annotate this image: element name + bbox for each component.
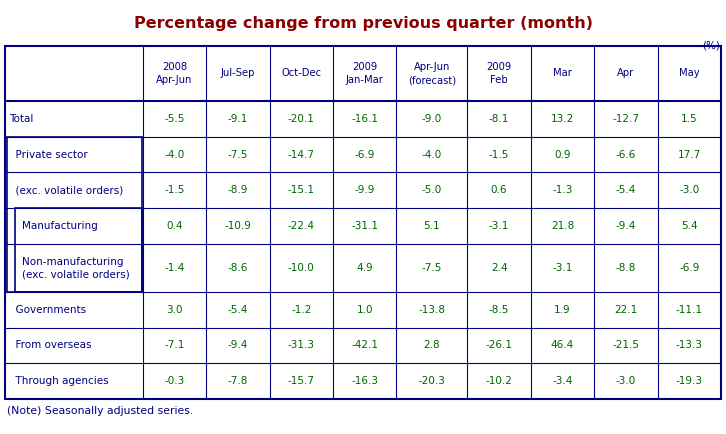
Text: -12.7: -12.7: [613, 114, 640, 124]
Text: -5.5: -5.5: [164, 114, 184, 124]
Text: -4.0: -4.0: [422, 150, 442, 160]
Text: 5.1: 5.1: [423, 221, 440, 231]
Text: 2008
Apr-Jun: 2008 Apr-Jun: [156, 62, 192, 85]
Text: -6.6: -6.6: [616, 150, 636, 160]
Text: Through agencies: Through agencies: [9, 376, 109, 386]
Text: -15.7: -15.7: [287, 376, 315, 386]
Text: -22.4: -22.4: [287, 221, 315, 231]
Text: Total: Total: [9, 114, 33, 124]
Text: -8.8: -8.8: [616, 263, 636, 273]
Text: 0.4: 0.4: [166, 221, 183, 231]
Text: -8.1: -8.1: [489, 114, 510, 124]
Text: -5.4: -5.4: [616, 185, 636, 195]
Text: 0.6: 0.6: [491, 185, 507, 195]
Text: 2.8: 2.8: [423, 340, 440, 351]
Text: 13.2: 13.2: [551, 114, 574, 124]
Text: 17.7: 17.7: [677, 150, 701, 160]
Text: -8.9: -8.9: [228, 185, 248, 195]
Text: -20.3: -20.3: [418, 376, 445, 386]
Text: 0.9: 0.9: [554, 150, 571, 160]
Text: -16.1: -16.1: [351, 114, 378, 124]
Text: (%): (%): [702, 41, 720, 51]
Text: -7.1: -7.1: [164, 340, 184, 351]
Text: -42.1: -42.1: [351, 340, 378, 351]
Text: -10.9: -10.9: [224, 221, 251, 231]
Text: -1.2: -1.2: [291, 305, 311, 315]
Text: From overseas: From overseas: [9, 340, 91, 351]
Text: Private sector: Private sector: [9, 150, 88, 160]
Text: -14.7: -14.7: [287, 150, 315, 160]
Text: Governments: Governments: [9, 305, 86, 315]
Text: -5.0: -5.0: [422, 185, 442, 195]
Text: Mar: Mar: [553, 69, 572, 79]
Text: -10.2: -10.2: [486, 376, 513, 386]
Text: 2009
Jan-Mar: 2009 Jan-Mar: [346, 62, 383, 85]
Text: 46.4: 46.4: [551, 340, 574, 351]
Text: -7.8: -7.8: [228, 376, 248, 386]
Text: -9.4: -9.4: [616, 221, 636, 231]
Text: -31.1: -31.1: [351, 221, 378, 231]
Text: -8.6: -8.6: [228, 263, 248, 273]
Text: -31.3: -31.3: [287, 340, 315, 351]
Text: 1.9: 1.9: [554, 305, 571, 315]
Text: -19.3: -19.3: [676, 376, 703, 386]
Text: -3.0: -3.0: [680, 185, 699, 195]
Text: -1.3: -1.3: [552, 185, 573, 195]
Text: -1.4: -1.4: [164, 263, 184, 273]
Text: 1.0: 1.0: [356, 305, 373, 315]
Text: -10.0: -10.0: [288, 263, 314, 273]
Text: 3.0: 3.0: [166, 305, 183, 315]
Text: -16.3: -16.3: [351, 376, 378, 386]
Text: 21.8: 21.8: [551, 221, 574, 231]
Text: -6.9: -6.9: [354, 150, 375, 160]
Text: -11.1: -11.1: [676, 305, 703, 315]
Text: 4.9: 4.9: [356, 263, 373, 273]
Text: May: May: [679, 69, 700, 79]
Text: -6.9: -6.9: [679, 263, 699, 273]
Text: -0.3: -0.3: [164, 376, 184, 386]
Text: -26.1: -26.1: [486, 340, 513, 351]
Text: -9.9: -9.9: [354, 185, 375, 195]
Text: Non-manufacturing
    (exc. volatile orders): Non-manufacturing (exc. volatile orders): [9, 256, 130, 279]
Bar: [5, 46, 721, 399]
Text: -3.1: -3.1: [489, 221, 510, 231]
Text: -9.0: -9.0: [422, 114, 442, 124]
Text: -9.4: -9.4: [228, 340, 248, 351]
Text: -15.1: -15.1: [287, 185, 315, 195]
Text: (Note) Seasonally adjusted series.: (Note) Seasonally adjusted series.: [7, 406, 193, 416]
Text: -9.1: -9.1: [228, 114, 248, 124]
Bar: [15, 208, 142, 292]
Text: Jul-Sep: Jul-Sep: [221, 69, 255, 79]
Bar: [7, 137, 142, 292]
Text: -3.1: -3.1: [552, 263, 573, 273]
Text: -13.3: -13.3: [676, 340, 703, 351]
Text: 22.1: 22.1: [614, 305, 637, 315]
Text: 2.4: 2.4: [491, 263, 507, 273]
Text: -7.5: -7.5: [228, 150, 248, 160]
Text: Apr-Jun
(forecast): Apr-Jun (forecast): [408, 62, 456, 85]
Text: -20.1: -20.1: [288, 114, 315, 124]
Text: 5.4: 5.4: [681, 221, 698, 231]
Text: Apr: Apr: [617, 69, 635, 79]
Text: -4.0: -4.0: [164, 150, 184, 160]
Text: -3.4: -3.4: [552, 376, 573, 386]
Text: -13.8: -13.8: [418, 305, 446, 315]
Text: Percentage change from previous quarter (month): Percentage change from previous quarter …: [134, 16, 592, 31]
Text: (exc. volatile orders): (exc. volatile orders): [9, 185, 123, 195]
Text: Oct-Dec: Oct-Dec: [281, 69, 322, 79]
Text: -7.5: -7.5: [422, 263, 442, 273]
Text: -8.5: -8.5: [489, 305, 510, 315]
Text: 2009
Feb: 2009 Feb: [486, 62, 512, 85]
Text: -21.5: -21.5: [613, 340, 640, 351]
Text: -5.4: -5.4: [228, 305, 248, 315]
Text: Manufacturing: Manufacturing: [9, 221, 98, 231]
Text: -3.0: -3.0: [616, 376, 636, 386]
Text: -1.5: -1.5: [164, 185, 184, 195]
Text: -1.5: -1.5: [489, 150, 510, 160]
Text: 1.5: 1.5: [681, 114, 698, 124]
